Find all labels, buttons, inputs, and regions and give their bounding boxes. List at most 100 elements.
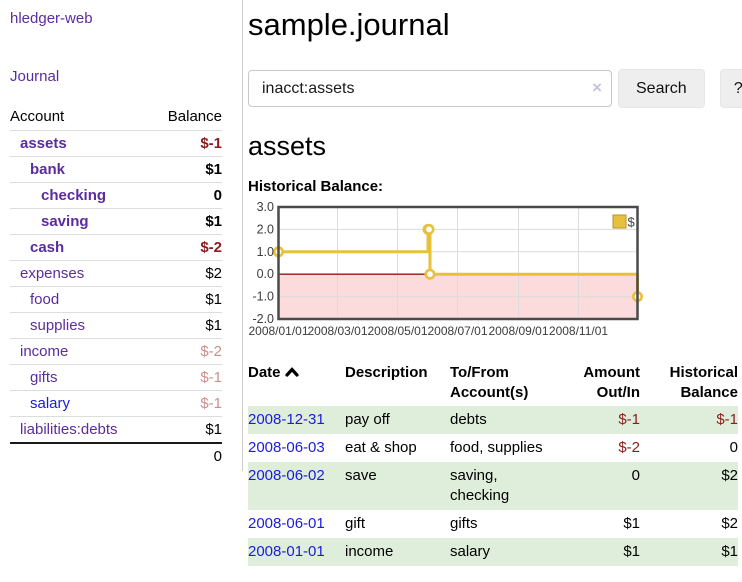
transaction-row: 2008-06-01 gift gifts $1 $2 (248, 510, 738, 538)
transaction-amount: $1 (623, 515, 640, 532)
account-link[interactable]: saving (41, 213, 89, 230)
account-balance: $1 (205, 317, 222, 334)
transaction-row: 2008-01-01 income salary $1 $1 (248, 538, 738, 566)
svg-text:2008/11/01: 2008/11/01 (549, 324, 608, 338)
account-link[interactable]: gifts (30, 369, 58, 386)
transaction-balance: $2 (721, 467, 738, 484)
transaction-description: eat & shop (345, 439, 417, 456)
transaction-row: 2008-06-02 save saving, checking 0 $2 (248, 462, 738, 510)
account-row: income $-2 (10, 338, 222, 365)
transaction-row: 2008-06-03 eat & shop food, supplies $-2 0 (248, 434, 738, 462)
accounts-table: Account Balance assets $-1 bank $1 checking 0… (10, 104, 222, 469)
account-link[interactable]: supplies (30, 317, 86, 334)
page-title: sample.journal (248, 7, 450, 42)
transaction-accounts: debts (450, 411, 487, 428)
account-row: saving $1 (10, 208, 222, 235)
transaction-description: pay off (345, 411, 390, 428)
clear-search-icon[interactable]: × (592, 78, 602, 97)
account-balance: $1 (205, 213, 222, 230)
register-table: Date Description To/From Account(s) Amou… (248, 360, 738, 566)
transaction-accounts: saving, checking (450, 467, 510, 504)
sidebar-item-journal[interactable]: Journal (10, 68, 60, 85)
transaction-date-link[interactable]: 2008-06-02 (248, 467, 325, 484)
accounts-total-row: 0 (10, 443, 222, 469)
register-table-body: 2008-12-31 pay off debts $-1 $-1 2008-06-03 ea… (248, 406, 738, 566)
account-heading: assets (248, 131, 327, 161)
sort-ascending-icon (284, 367, 299, 377)
amount-column-header: Amount Out/In (583, 364, 640, 401)
svg-text:2.0: 2.0 (257, 222, 274, 236)
date-column-header: Date (248, 360, 345, 406)
svg-text:3.0: 3.0 (257, 200, 274, 214)
transaction-description: income (345, 543, 394, 560)
svg-text:-1.0: -1.0 (252, 290, 274, 304)
account-balance: $-2 (200, 239, 222, 256)
sidebar: hledger-web Journal Account Balance asse… (0, 0, 243, 471)
account-link[interactable]: bank (30, 161, 66, 178)
accounts-table-header: Account Balance (10, 104, 222, 131)
transaction-accounts: gifts (450, 515, 478, 532)
svg-text:2008/05/01: 2008/05/01 (367, 324, 427, 338)
account-row: gifts $-1 (10, 364, 222, 391)
transaction-balance: 0 (729, 439, 738, 456)
accounts-total-value: 0 (213, 448, 222, 465)
account-link[interactable]: checking (41, 187, 107, 204)
accounts-column-header: To/From Account(s) (450, 364, 529, 401)
account-link[interactable]: salary (30, 395, 71, 412)
transaction-accounts: salary (450, 543, 491, 560)
account-row: salary $-1 (10, 390, 222, 417)
transaction-date-link[interactable]: 2008-06-01 (248, 515, 325, 532)
account-balance: $-1 (200, 395, 222, 412)
transaction-row: 2008-12-31 pay off debts $-1 $-1 (248, 406, 738, 434)
account-link[interactable]: liabilities:debts (20, 421, 118, 438)
account-balance: $1 (205, 161, 222, 178)
main-content: sample.journal × Search ? assets Histori… (233, 0, 742, 566)
account-balance: $1 (205, 421, 222, 438)
app-brand-link[interactable]: hledger-web (10, 10, 93, 27)
svg-text:2008/01/01: 2008/01/01 (248, 324, 308, 338)
transaction-date-link[interactable]: 2008-12-31 (248, 411, 325, 428)
help-button[interactable]: ? (719, 69, 742, 108)
chart-title: Historical Balance: (248, 178, 384, 195)
balance-column-header2: Historical Balance (669, 364, 738, 401)
description-column-header: Description (345, 364, 428, 381)
account-column-header: Account (10, 108, 65, 125)
transaction-date-link[interactable]: 2008-01-01 (248, 543, 325, 560)
transaction-balance: $1 (721, 543, 738, 560)
svg-text:2008/07/01: 2008/07/01 (427, 324, 487, 338)
account-row: bank $1 (10, 156, 222, 183)
account-link[interactable]: assets (20, 135, 67, 152)
account-link[interactable]: income (20, 343, 69, 360)
transaction-accounts: food, supplies (450, 439, 543, 456)
accounts-table-body: assets $-1 bank $1 checking 0 saving $1 cash $-2 e… (10, 130, 222, 444)
transaction-date-link[interactable]: 2008-06-03 (248, 439, 325, 456)
account-balance: 0 (213, 187, 222, 204)
transaction-description: gift (345, 515, 366, 532)
account-row: checking 0 (10, 182, 222, 209)
account-row: cash $-2 (10, 234, 222, 261)
transaction-amount: $1 (623, 543, 640, 560)
account-link[interactable]: food (30, 291, 60, 308)
transaction-balance: $2 (721, 515, 738, 532)
account-row: food $1 (10, 286, 222, 313)
account-balance: $-1 (200, 135, 222, 152)
svg-text:1.0: 1.0 (257, 245, 274, 259)
account-balance: $2 (205, 265, 222, 282)
search-button[interactable]: Search (618, 69, 705, 108)
svg-text:$: $ (628, 215, 636, 230)
register-header-row: Date Description To/From Account(s) Amou… (248, 360, 738, 406)
account-row: supplies $1 (10, 312, 222, 339)
account-row: liabilities:debts $1 (10, 416, 222, 444)
account-balance: $1 (205, 291, 222, 308)
account-balance: $-1 (200, 369, 222, 386)
account-balance: $-2 (200, 343, 222, 360)
account-link[interactable]: cash (30, 239, 65, 256)
svg-text:2008/09/01: 2008/09/01 (488, 324, 548, 338)
account-link[interactable]: expenses (20, 265, 85, 282)
search-input[interactable] (248, 70, 612, 107)
historical-balance-chart: $3.0 2.0 1.0 0.0 -1.0 -2.0 2008/01/01 2008/03/0… (248, 200, 742, 342)
transaction-amount: $-2 (618, 439, 640, 456)
svg-text:0.0: 0.0 (257, 267, 274, 281)
transaction-description: save (345, 467, 377, 484)
chart-canvas: $3.0 2.0 1.0 0.0 -1.0 -2.02008/01/012008/03/0… (248, 200, 643, 338)
